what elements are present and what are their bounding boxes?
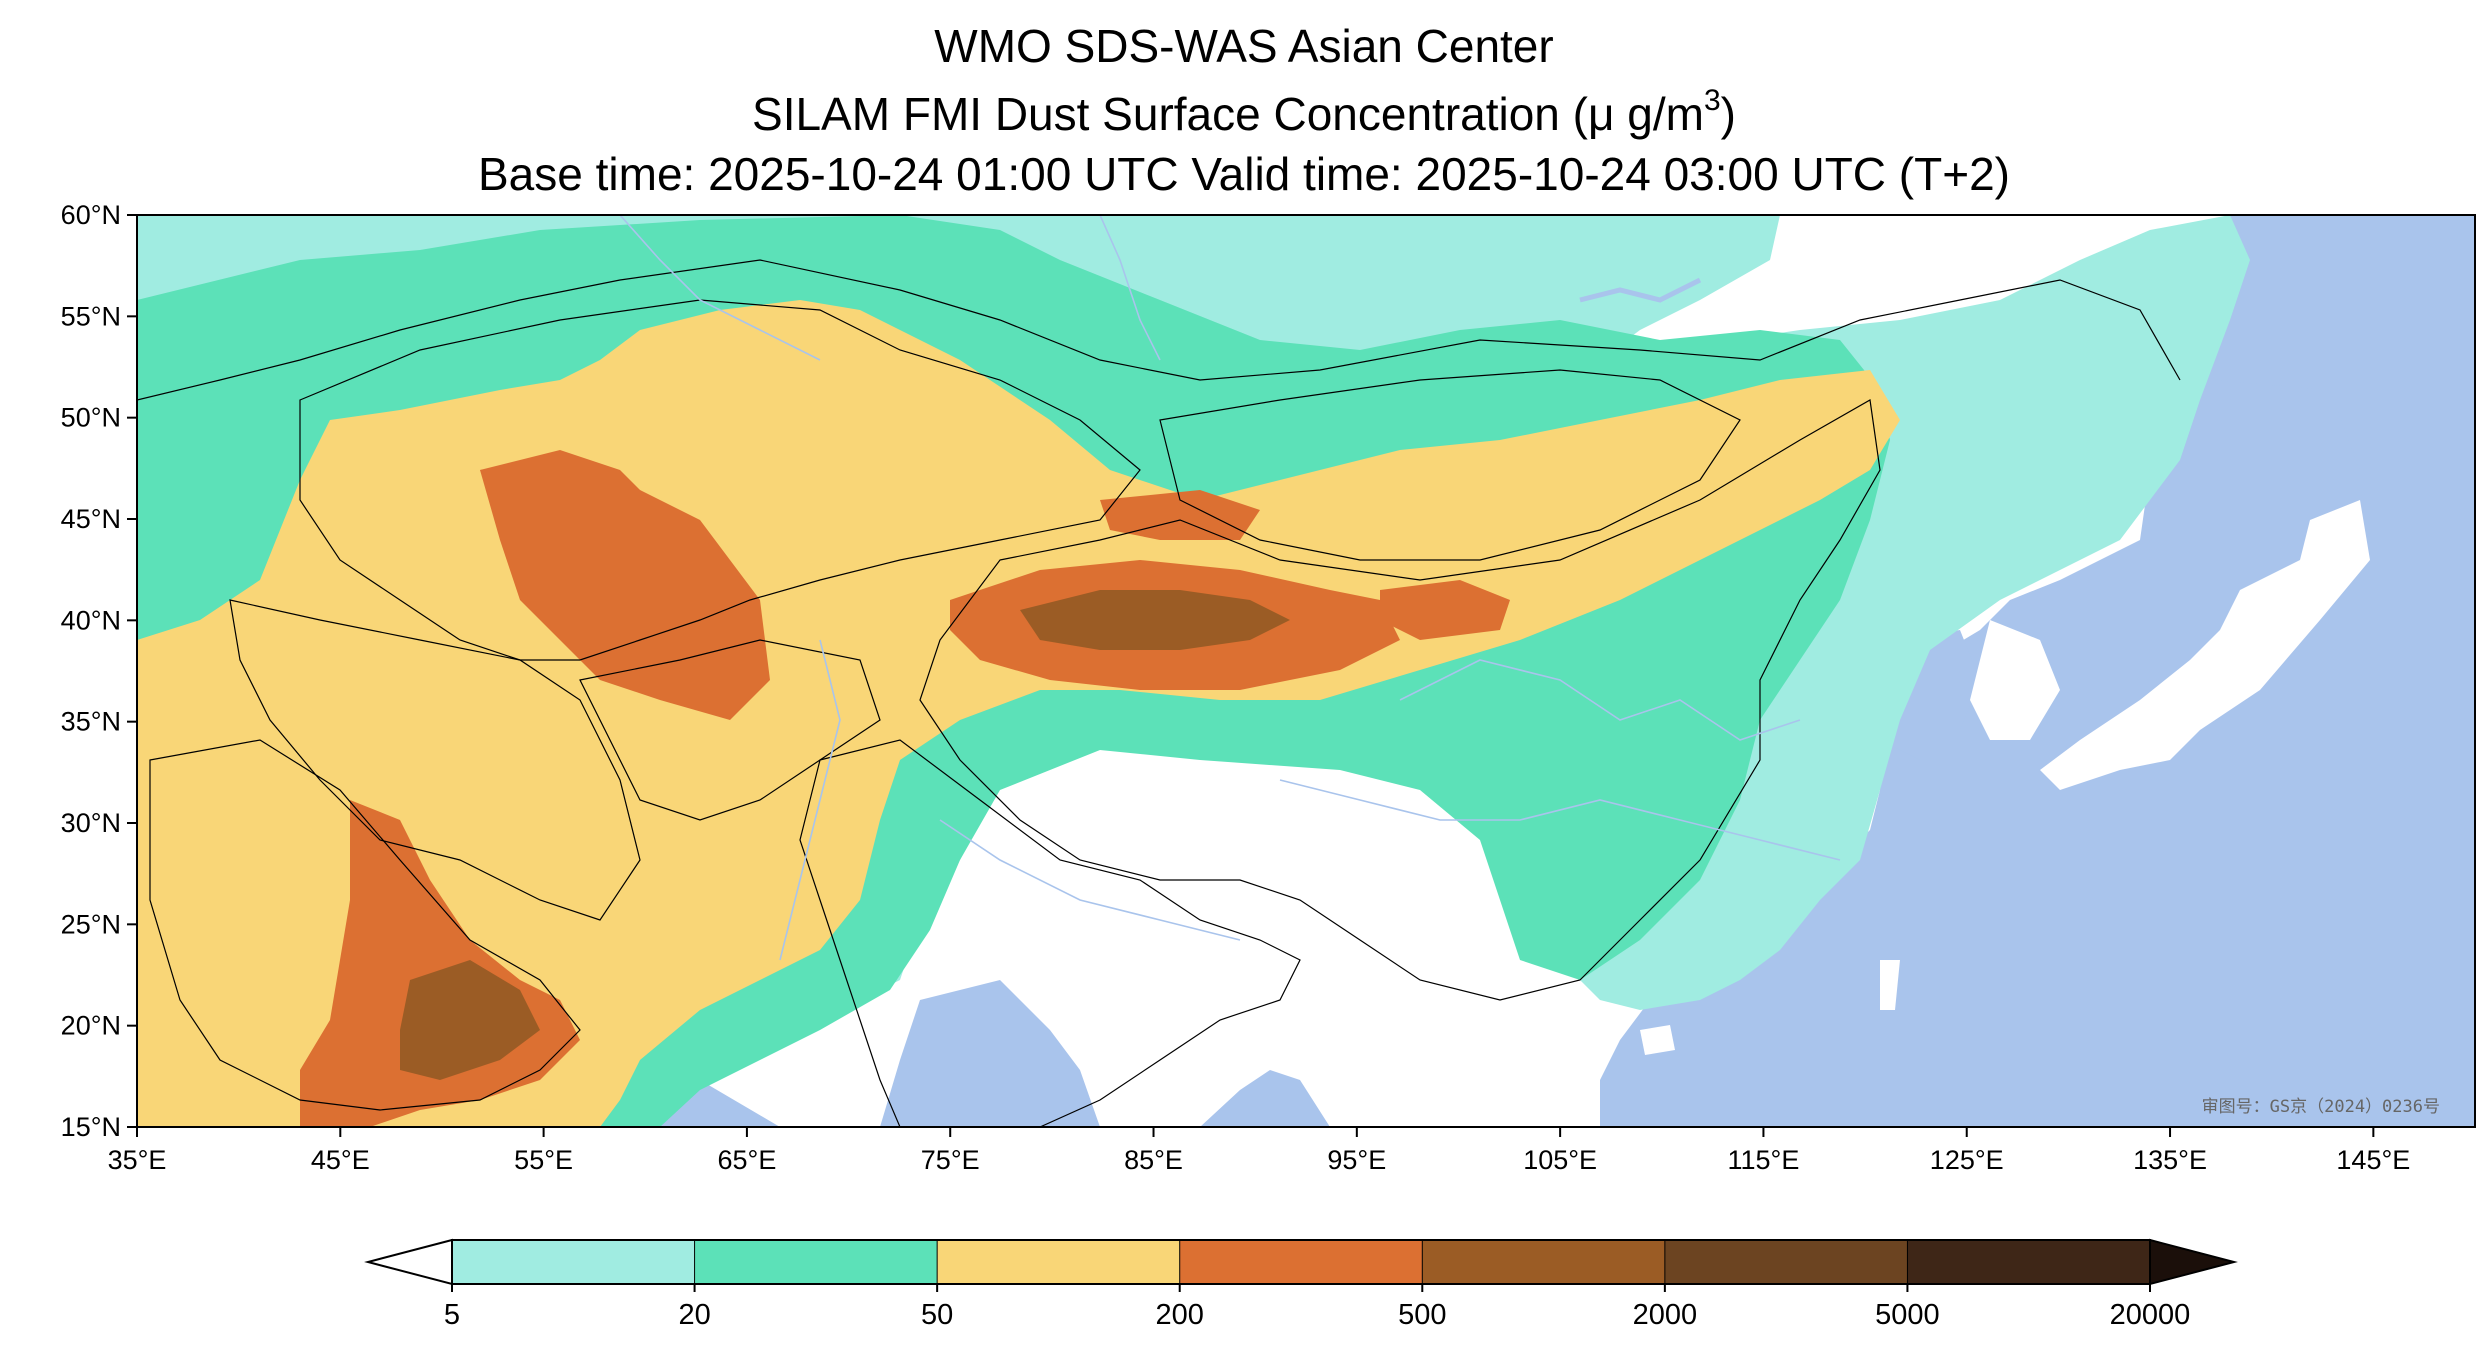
title-unit: μ g/m — [1588, 88, 1704, 140]
title-line-2: SILAM FMI Dust Surface Concentration (μ … — [0, 86, 2488, 142]
dust-level-200-500-gobi — [1380, 580, 1510, 640]
lon-tick-label: 45°E — [311, 1145, 370, 1175]
lon-tick-label: 135°E — [2133, 1145, 2207, 1175]
colorbar-segment — [452, 1240, 696, 1284]
lat-tick-label: 20°N — [61, 1011, 121, 1041]
colorbar-segment — [1422, 1240, 1666, 1284]
colorbar-under-arrow — [364, 1238, 453, 1286]
lon-tick-label: 95°E — [1327, 1145, 1386, 1175]
lon-tick-label: 105°E — [1523, 1145, 1597, 1175]
river-yangtze — [1279, 779, 1841, 861]
lon-tick-label: 115°E — [1728, 1145, 1800, 1175]
lat-tick-label: 25°N — [61, 909, 121, 939]
japan-land — [2040, 500, 2370, 790]
colorbar: 5 20 50 200 500 2000 5000 20000 — [364, 1238, 2238, 1331]
lat-tick-label: 60°N — [61, 200, 121, 230]
lon-tick-label: 145°E — [2336, 1145, 2410, 1175]
border-mongolia — [1159, 369, 1741, 561]
border-iran — [229, 599, 641, 921]
border-india — [799, 739, 1301, 1127]
river-yenisei — [1099, 215, 1161, 361]
colorbar-segments — [452, 1240, 2151, 1284]
ocean-east-sea — [2150, 380, 2360, 560]
ocean-sea-of-okhotsk — [2180, 215, 2475, 330]
rivers — [619, 215, 1841, 961]
border-saudi-arabia — [149, 739, 581, 1111]
lon-tick-label: 85°E — [1124, 1145, 1183, 1175]
lon-tick-label: 55°E — [514, 1145, 573, 1175]
colorbar-tick-label: 50 — [921, 1299, 953, 1331]
lat-tick-label: 50°N — [61, 403, 121, 433]
dust-level-500-2000-taklimakan — [1020, 590, 1290, 650]
lon-tick-label: 125°E — [1930, 1145, 2004, 1175]
title-suffix: ) — [1720, 88, 1736, 140]
map-area: 审图号：GS京（2024）0236号 — [137, 215, 2475, 1127]
colorbar-segment — [1907, 1240, 2151, 1284]
border-china — [919, 399, 1881, 1001]
colorbar-tick-label: 2000 — [1633, 1299, 1698, 1331]
country-borders — [137, 259, 2181, 1127]
dust-level-200-500-tian-shan — [1100, 490, 1260, 540]
colorbar-ticks: 5 20 50 200 500 2000 5000 20000 — [444, 1240, 2190, 1331]
dust-level-500-2000-arabia — [400, 960, 540, 1080]
border-russia — [137, 259, 2181, 401]
colorbar-tick-label: 20 — [678, 1299, 710, 1331]
colorbar-segment — [1664, 1240, 1908, 1284]
colorbar-segment — [937, 1240, 1181, 1284]
river-indus — [779, 639, 841, 961]
dust-level-200-500-aral — [480, 450, 650, 520]
colorbar-tick-label: 20000 — [2110, 1299, 2191, 1331]
latitude-axis: 60°N 55°N 50°N 45°N 40°N 35°N 30°N 25°N 20°N 15°N — [61, 200, 137, 1142]
lake-baikal — [1579, 277, 1702, 303]
lat-tick-label: 35°N — [61, 707, 121, 737]
colorbar-segment — [694, 1240, 938, 1284]
title-line-3: Base time: 2025-10-24 01:00 UTC Valid ti… — [478, 148, 2010, 200]
border-afghanistan — [579, 639, 881, 821]
colorbar-segment — [1179, 1240, 1423, 1284]
colorbar-tick-label: 200 — [1156, 1299, 1204, 1331]
colorbar-tick-label: 5000 — [1875, 1299, 1940, 1331]
lon-tick-label: 35°E — [108, 1145, 167, 1175]
korea-land — [1970, 620, 2060, 740]
lon-tick-label: 65°E — [717, 1145, 776, 1175]
title-unit-exponent: 3 — [1703, 84, 1721, 117]
colorbar-tick-label: 500 — [1398, 1299, 1446, 1331]
map-approval-watermark: 审图号：GS京（2024）0236号 — [2202, 1097, 2440, 1117]
colorbar-over-arrow — [2149, 1238, 2238, 1286]
river-ob — [619, 215, 821, 361]
river-ganges — [939, 819, 1241, 941]
lat-tick-label: 40°N — [61, 605, 121, 635]
colorbar-tick-label: 5 — [444, 1299, 460, 1331]
map-frame — [136, 214, 2476, 1128]
lat-tick-label: 45°N — [61, 504, 121, 534]
lat-tick-label: 55°N — [61, 301, 121, 331]
lon-tick-label: 75°E — [921, 1145, 980, 1175]
title-prefix: SILAM FMI Dust Surface Concentration ( — [752, 88, 1588, 140]
border-kazakhstan — [299, 299, 1141, 661]
hainan-land — [1640, 1025, 1675, 1055]
colorbar-outline — [451, 1239, 2151, 1285]
title-line-1: WMO SDS-WAS Asian Center — [934, 20, 1554, 72]
dust-concentration-field — [137, 215, 2250, 1127]
taiwan-land — [1880, 960, 1900, 1010]
river-yellow — [1399, 659, 1801, 741]
lat-tick-label: 15°N — [61, 1112, 121, 1142]
lat-tick-label: 30°N — [61, 808, 121, 838]
longitude-axis: 35°E 45°E 55°E 65°E 75°E 85°E 95°E 105°E 115°E 12… — [108, 1127, 2410, 1175]
dust-level-200-500-central-asia — [480, 460, 770, 720]
